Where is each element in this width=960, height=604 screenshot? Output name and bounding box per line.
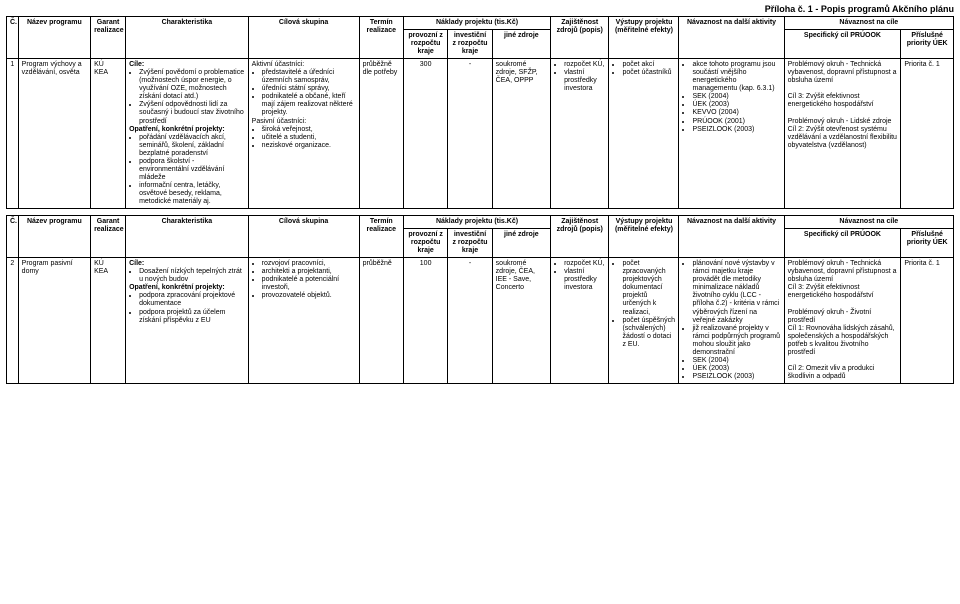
cell-jine: soukromé zdroje, SFŽP, ČEA, OPPP [492,59,550,209]
cell-priority: Priorita č. 1 [901,59,954,209]
header-row-1: Č. Název programu Garant realizace Chara… [7,216,954,229]
col-zajistenost: Zajištěnost zdrojů (popis) [551,216,609,258]
program-table-1: Č. Název programu Garant realizace Chara… [6,16,954,209]
col-termin: Termín realizace [359,17,403,59]
col-provozni: provozní z rozpočtu kraje [403,30,447,59]
col-nazev: Název programu [18,216,90,258]
cell-provozni: 300 [403,59,447,209]
col-speccil: Specifický cíl PRÚOOK [784,30,901,59]
header-row-1: Č. Název programu Garant realizace Chara… [7,17,954,30]
col-navaznost: Návaznost na další aktivity [679,216,784,258]
col-c: Č. [7,216,19,258]
cell-zajistenost: rozpočet KÚ,vlastní prostředky investora [551,258,609,384]
col-naklady: Náklady projektu (tis.Kč) [403,17,550,30]
cell-garant: KÚKEA [91,59,126,209]
cell-investicni: - [448,258,492,384]
col-vystupy: Výstupy projektu (měřitelné efekty) [609,216,679,258]
col-jine: jiné zdroje [492,229,550,258]
table-row: 2 Program pasivní domy KÚKEA Cíle:Dosaže… [7,258,954,384]
col-investicni: investiční z rozpočtu kraje [448,30,492,59]
col-zajistenost: Zajištěnost zdrojů (popis) [551,17,609,59]
cell-jine: soukromé zdroje, ČEA, IEE - Save, Concer… [492,258,550,384]
cell-charakteristika: Cíle:Dosažení nízkých tepelných ztrát u … [126,258,249,384]
col-navaznost: Návaznost na další aktivity [679,17,784,59]
col-c: Č. [7,17,19,59]
cell-charakteristika: Cíle:Zvýšení povědomí o problematice (mo… [126,59,249,209]
cell-cilova: rozvojoví pracovníci,architekti a projek… [248,258,359,384]
page-title: Příloha č. 1 - Popis programů Akčního pl… [6,4,954,14]
col-speccil: Specifický cíl PRÚOOK [784,229,901,258]
cell-termin: průběžně [359,258,403,384]
col-cilova: Cílová skupina [248,17,359,59]
col-priority: Příslušné priority ÚEK [901,229,954,258]
col-navcile: Návaznost na cíle [784,216,953,229]
cell-speccil: Problémový okruh - Technická vybavenost,… [784,258,901,384]
col-cilova: Cílová skupina [248,216,359,258]
cell-vystupy: počet zpracovaných projektových dokument… [609,258,679,384]
cell-nazev: Program pasivní domy [18,258,90,384]
col-garant: Garant realizace [91,216,126,258]
col-navcile: Návaznost na cíle [784,17,953,30]
cell-priority: Priorita č. 1 [901,258,954,384]
program-table-2: Č. Název programu Garant realizace Chara… [6,215,954,384]
col-investicni: investiční z rozpočtu kraje [448,229,492,258]
cell-navaznost: akce tohoto programu jsou součástí vnějš… [679,59,784,209]
cell-c: 1 [7,59,19,209]
col-vystupy: Výstupy projektu (měřitelné efekty) [609,17,679,59]
col-termin: Termín realizace [359,216,403,258]
col-provozni: provozní z rozpočtu kraje [403,229,447,258]
cell-zajistenost: rozpočet KÚ,vlastní prostředky investora [551,59,609,209]
col-charakteristika: Charakteristika [126,17,249,59]
col-nazev: Název programu [18,17,90,59]
cell-provozni: 100 [403,258,447,384]
cell-nazev: Program výchovy a vzdělávání, osvěta [18,59,90,209]
cell-garant: KÚKEA [91,258,126,384]
col-jine: jiné zdroje [492,30,550,59]
cell-investicni: - [448,59,492,209]
table-row: 1 Program výchovy a vzdělávání, osvěta K… [7,59,954,209]
cell-cilova: Aktivní účastníci:představitelé a úřední… [248,59,359,209]
col-charakteristika: Charakteristika [126,216,249,258]
cell-vystupy: počet akcípočet účastníků [609,59,679,209]
col-priority: Příslušné priority ÚEK [901,30,954,59]
cell-termin: průběžně dle potřeby [359,59,403,209]
cell-navaznost: plánování nové výstavby v rámci majetku … [679,258,784,384]
cell-speccil: Problémový okruh - Technická vybavenost,… [784,59,901,209]
cell-c: 2 [7,258,19,384]
col-naklady: Náklady projektu (tis.Kč) [403,216,550,229]
col-garant: Garant realizace [91,17,126,59]
